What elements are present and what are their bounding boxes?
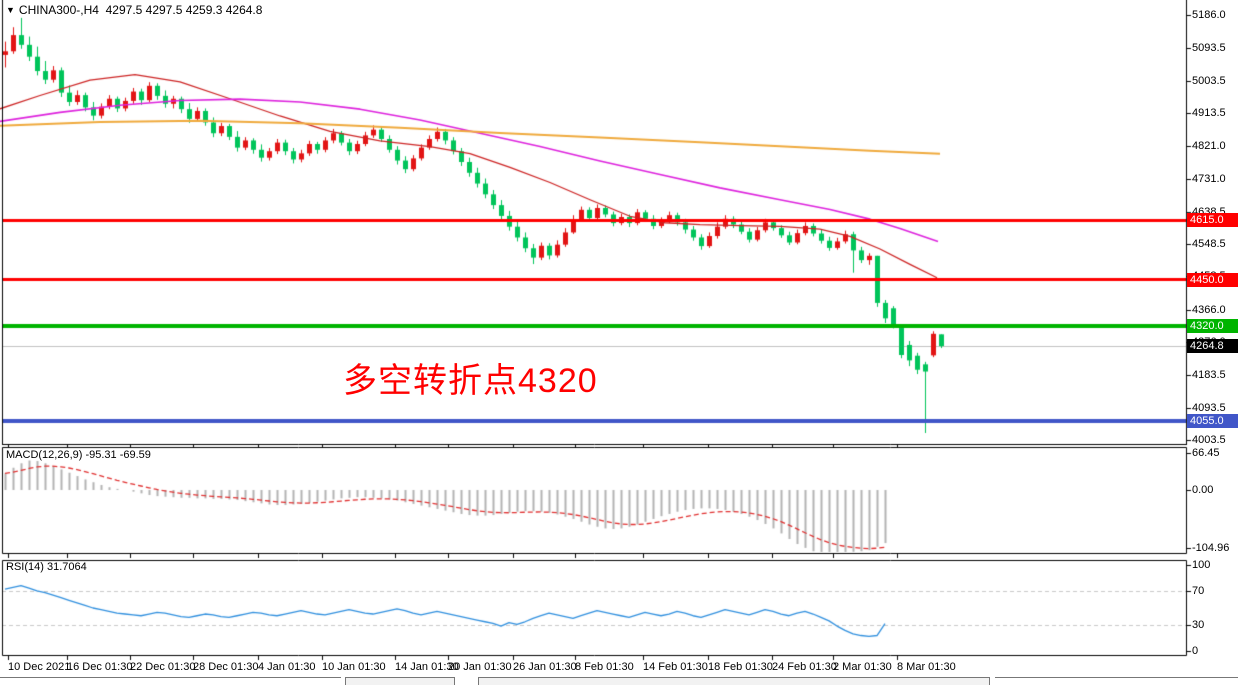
axis-tick-label: 4366.0 [1192,303,1226,316]
rsi-axis-label: 100 [1192,559,1211,571]
annotation-text[interactable]: 多空转折点4320 [343,362,598,400]
bottom-divider-right [995,677,1238,678]
date-label: 2 Mar 01:30 [833,661,892,673]
date-label: 14 Jan 01:30 [395,661,459,673]
axis-tick-label: 4913.5 [1192,106,1226,119]
rsi-axis-label: 0 [1192,645,1199,657]
macd-axis-label: 66.45 [1192,447,1220,459]
symbol-label: CHINA300-,H4 [18,3,99,17]
axis-tick-label: 4003.5 [1192,434,1226,446]
date-label: 10 Dec 2021 [8,661,71,673]
date-label: 24 Feb 01:30 [772,661,837,673]
date-label: 14 Feb 01:30 [643,661,708,673]
bottom-divider-left [0,677,341,678]
axis-tick-label: 4731.0 [1192,172,1226,185]
date-label: 16 Dec 01:30 [67,661,133,673]
bottom-tab[interactable] [478,677,990,685]
price-tag: 4320.0 [1187,319,1238,333]
price-tag: 4264.8 [1187,339,1238,353]
rsi-axis-label: 70 [1192,584,1205,597]
axis-tick-label: 4548.5 [1192,238,1226,251]
axis-tick-label: 4821.0 [1192,140,1226,153]
date-label: 4 Jan 01:30 [258,661,316,673]
date-label: 26 Jan 01:30 [513,661,577,673]
rsi-label: RSI(14) 31.7064 [6,561,87,573]
axis-tick-label: 5003.5 [1192,74,1226,87]
axis-tick-label: 5186.0 [1192,9,1226,21]
date-label: 22 Dec 01:30 [130,661,196,673]
bottom-tab[interactable] [345,677,455,685]
date-label: 18 Feb 01:30 [708,661,773,673]
price-tag: 4450.0 [1187,273,1238,287]
date-label: 8 Feb 01:30 [575,661,634,673]
macd-axis-label: 0.00 [1192,484,1214,496]
macd-axis-label: -104.96 [1192,542,1230,555]
ohlc-values: 4297.5 4297.5 4259.3 4264.8 [105,3,263,17]
date-label: 28 Dec 01:30 [193,661,259,673]
date-label: 8 Mar 01:30 [897,661,956,673]
price-tag: 4055.0 [1187,414,1238,428]
chart-title: ▼ CHINA300-,H4 4297.5 4297.5 4259.3 4264.… [6,3,262,17]
date-label: 10 Jan 01:30 [322,661,386,673]
date-label: 20 Jan 01:30 [448,661,512,673]
axis-tick-label: 5093.5 [1192,42,1226,55]
macd-label: MACD(12,26,9) -95.31 -69.59 [6,449,151,461]
axis-tick-label: 4093.5 [1192,401,1226,414]
symbol-dropdown-icon[interactable]: ▼ [6,5,15,15]
rsi-axis-label: 30 [1192,619,1205,632]
axis-tick-label: 4183.5 [1192,369,1226,382]
price-tag: 4615.0 [1187,213,1238,227]
